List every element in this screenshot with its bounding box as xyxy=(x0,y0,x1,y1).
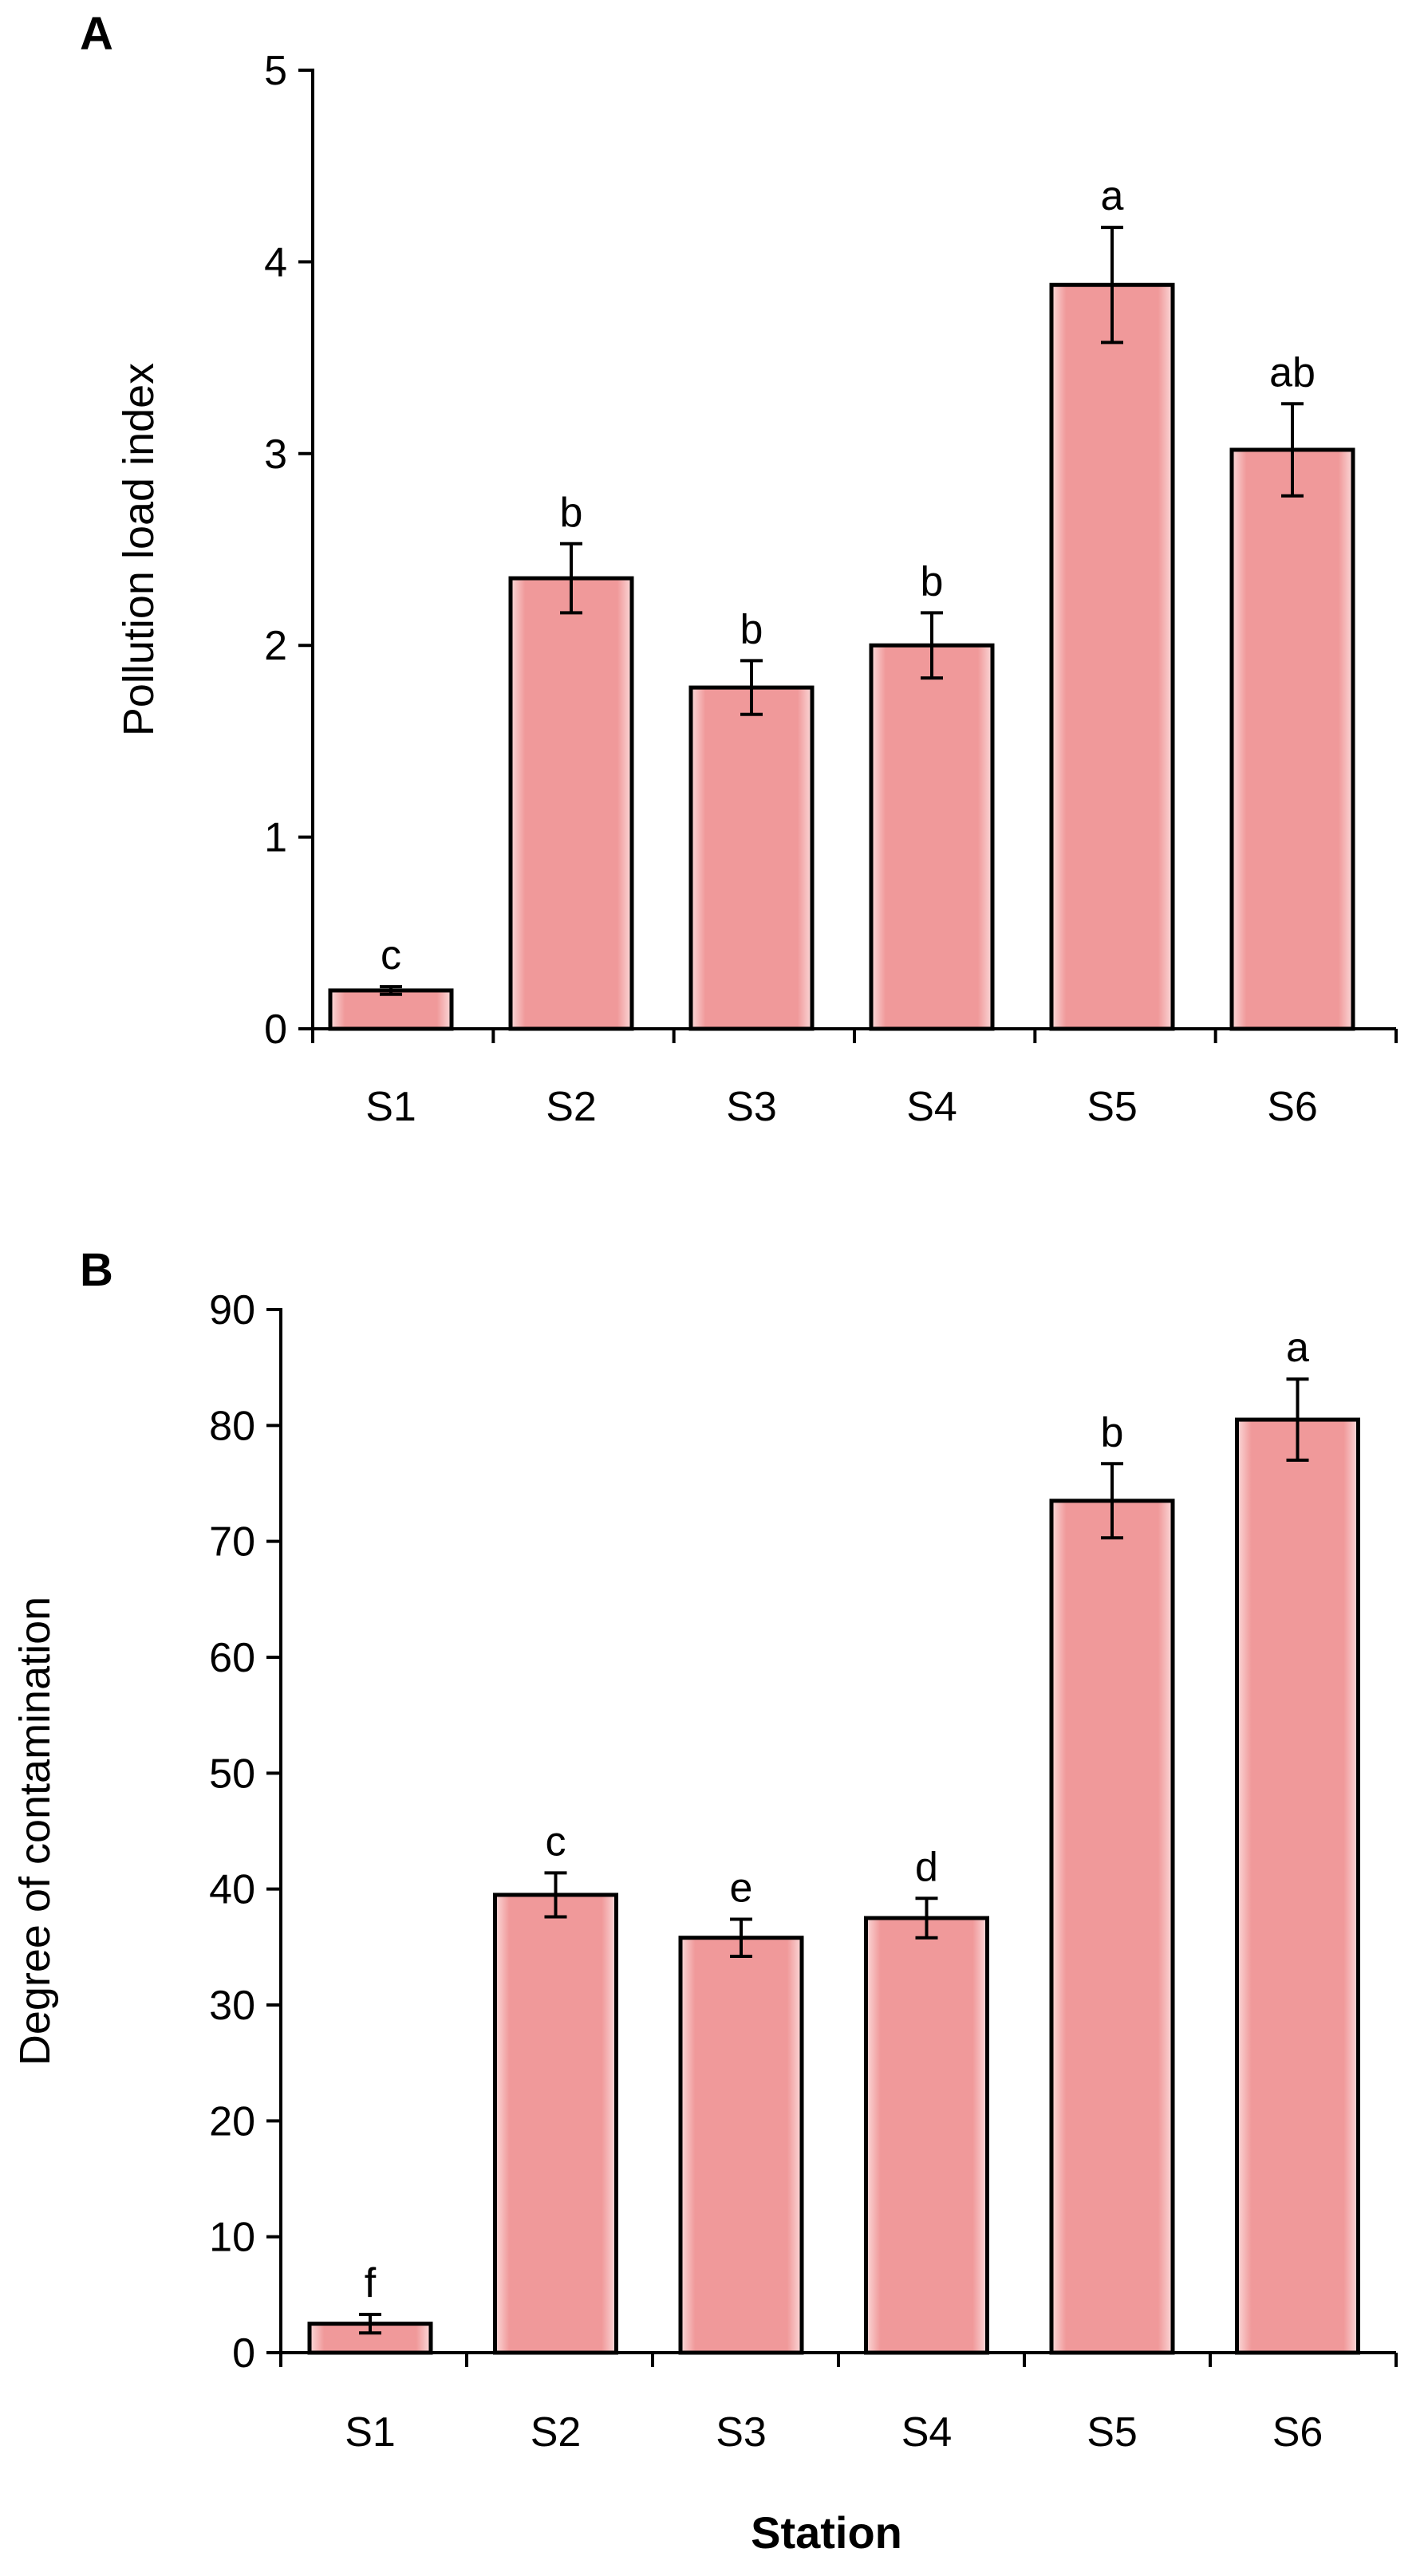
bar-s5 xyxy=(1049,282,1175,1031)
significance-label-s2: c xyxy=(546,1818,566,1865)
significance-label-s1: f xyxy=(365,2260,377,2306)
bar-s4 xyxy=(864,1916,989,2355)
y-axis-title: Pollution load index xyxy=(115,363,163,736)
y-tick-label: 70 xyxy=(209,1519,255,1566)
significance-label-s3: b xyxy=(740,606,763,652)
x-tick-label-s3: S3 xyxy=(716,2409,767,2456)
bar-s1 xyxy=(328,988,454,1031)
y-axis-title: Degree of contamination xyxy=(11,1597,59,2066)
significance-label-s2: b xyxy=(560,490,583,536)
y-tick-label: 30 xyxy=(209,1983,255,2029)
error-bar-s3 xyxy=(730,1917,752,1958)
y-tick-label: 10 xyxy=(209,2215,255,2261)
significance-label-s4: b xyxy=(921,558,944,605)
bar-s6 xyxy=(1229,447,1355,1031)
error-bar-s4 xyxy=(915,1897,938,1940)
y-tick-label: 3 xyxy=(264,431,287,478)
error-bar-s4 xyxy=(921,611,943,680)
x-tick-label-s4: S4 xyxy=(901,2409,953,2456)
bar-s2 xyxy=(493,1893,618,2355)
x-tick-label-s6: S6 xyxy=(1272,2409,1323,2456)
y-tick-label: 0 xyxy=(264,1006,287,1053)
y-tick-label: 20 xyxy=(209,2098,255,2145)
significance-label-s3: e xyxy=(730,1865,753,1911)
x-tick-label-s1: S1 xyxy=(345,2409,396,2456)
y-tick-label: 50 xyxy=(209,1751,255,1797)
bar-s3 xyxy=(688,685,815,1031)
bar-s2 xyxy=(508,576,634,1031)
bar-s6 xyxy=(1235,1417,1360,2355)
significance-label-s6: ab xyxy=(1269,349,1316,396)
significance-label-s1: c xyxy=(381,932,401,979)
y-tick-label: 4 xyxy=(264,239,287,286)
significance-label-s5: a xyxy=(1101,173,1124,219)
error-bar-s6 xyxy=(1286,1377,1309,1462)
x-axis-title: Station xyxy=(751,2507,902,2558)
error-bar-s1 xyxy=(380,985,402,996)
significance-label-s4: d xyxy=(915,1844,938,1890)
y-tick-label: 90 xyxy=(209,1287,255,1333)
x-tick-label-s2: S2 xyxy=(546,1084,597,1130)
error-bar-s3 xyxy=(740,659,763,716)
bar-s3 xyxy=(678,1936,804,2355)
error-bar-s2 xyxy=(544,1871,567,1919)
x-tick-label-s3: S3 xyxy=(726,1084,777,1130)
error-bar-s5 xyxy=(1101,226,1123,345)
error-bar-s2 xyxy=(560,542,582,615)
y-tick-label: 40 xyxy=(209,1867,255,1913)
x-tick-label-s1: S1 xyxy=(365,1084,416,1130)
x-tick-label-s5: S5 xyxy=(1087,1084,1138,1130)
bar-s4 xyxy=(869,643,995,1031)
error-bar-s1 xyxy=(359,2313,381,2335)
x-tick-label-s6: S6 xyxy=(1267,1084,1318,1130)
x-tick-label-s5: S5 xyxy=(1087,2409,1138,2456)
y-tick-label: 5 xyxy=(264,48,287,94)
significance-label-s5: b xyxy=(1101,1409,1124,1455)
bar-s5 xyxy=(1049,1499,1175,2355)
panel-a-chart: A c b b b a ab 0 1 2 3 4 5 S1 S2 S3 S4 S5 S6 Pollution loa… xyxy=(80,8,1398,1130)
panel-a-label: A xyxy=(80,8,113,60)
panel-b-label: B xyxy=(80,1244,113,1296)
y-tick-label: 60 xyxy=(209,1635,255,1681)
x-tick-label-s2: S2 xyxy=(531,2409,582,2456)
y-tick-label: 2 xyxy=(264,623,287,669)
y-tick-label: 1 xyxy=(264,815,287,861)
error-bar-s5 xyxy=(1101,1462,1123,1540)
panel-b-chart: B f c e d b a 0 10 20 30 40 50 60 70 80 90 S1 S2 S3 S4 S5 S6 D… xyxy=(11,1244,1398,2558)
error-bar-s6 xyxy=(1281,402,1304,498)
x-tick-label-s4: S4 xyxy=(906,1084,957,1130)
y-tick-label: 80 xyxy=(209,1403,255,1449)
significance-label-s6: a xyxy=(1286,1325,1309,1371)
y-tick-label: 0 xyxy=(232,2330,255,2377)
